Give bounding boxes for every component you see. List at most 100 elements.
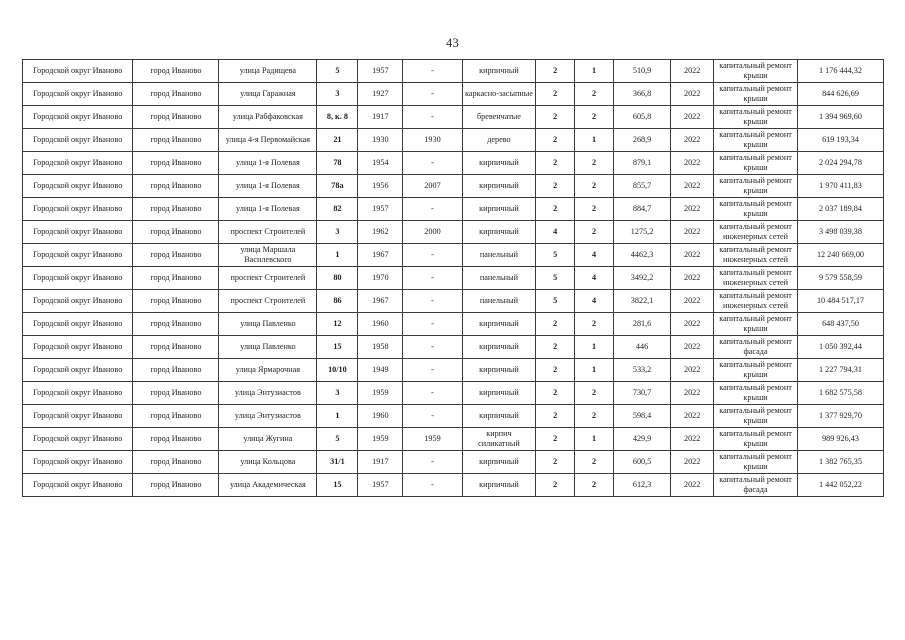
cell-floors: 2 [535, 174, 576, 198]
cell-area: 605,8 [612, 105, 672, 129]
cell-wall-material: панельный [461, 289, 537, 313]
cell-area: 612,3 [612, 473, 672, 497]
cell-work-type: капитальный ремонт крыши [713, 197, 798, 221]
cell-year-recon: 2000 [402, 220, 463, 244]
cell-year-recon: - [402, 381, 463, 405]
cell-work-type: капитальный ремонт крыши [713, 105, 798, 129]
cell-floors: 2 [535, 404, 576, 428]
table-row: Городской округ Иваново город Иваново улиц… [21, 473, 885, 497]
cell-work-type: капитальный ремонт крыши [713, 358, 798, 382]
cell-wall-material: кирпичный [461, 335, 537, 359]
cell-city: город Иваново [132, 358, 220, 382]
cell-year-built: 1957 [357, 473, 404, 497]
cell-work-type: капитальный ремонт крыши [713, 59, 798, 83]
cell-city: город Иваново [132, 473, 220, 497]
cell-work-type: капитальный ремонт инженерных сетей [713, 220, 798, 244]
cell-area: 4462,3 [612, 243, 672, 267]
cell-entrances: 2 [574, 404, 614, 428]
registry-table-body: Городской округ Иваново город Иваново улиц… [21, 59, 885, 497]
cell-cost: 1 227 794,31 [796, 358, 885, 382]
table-row: Городской округ Иваново город Иваново улиц… [21, 427, 885, 451]
cell-repair-year: 2022 [670, 381, 715, 405]
cell-entrances: 4 [574, 289, 614, 313]
cell-area: 268,9 [612, 128, 672, 152]
cell-area: 598,4 [612, 404, 672, 428]
cell-repair-year: 2022 [670, 82, 715, 106]
cell-cost: 1 682 575,58 [796, 381, 885, 405]
cell-okrug: Городской округ Иваново [21, 312, 134, 336]
cell-city: город Иваново [132, 427, 220, 451]
cell-area: 533,2 [612, 358, 672, 382]
cell-year-built: 1959 [357, 381, 404, 405]
cell-area: 446 [612, 335, 672, 359]
cell-entrances: 2 [574, 82, 614, 106]
cell-city: город Иваново [132, 197, 220, 221]
cell-year-built: 1960 [357, 404, 404, 428]
cell-repair-year: 2022 [670, 335, 715, 359]
cell-wall-material: кирпич силикатный [461, 427, 537, 451]
cell-okrug: Городской округ Иваново [21, 358, 134, 382]
cell-entrances: 2 [574, 381, 614, 405]
cell-floors: 2 [535, 335, 576, 359]
cell-floors: 2 [535, 197, 576, 221]
table-row: Городской округ Иваново город Иваново улиц… [21, 151, 885, 175]
table-row: Городской округ Иваново город Иваново улиц… [21, 82, 885, 106]
cell-work-type: капитальный ремонт крыши [713, 404, 798, 428]
cell-city: город Иваново [132, 128, 220, 152]
cell-entrances: 1 [574, 335, 614, 359]
cell-wall-material: панельный [461, 243, 537, 267]
cell-area: 730,7 [612, 381, 672, 405]
cell-cost: 3 498 039,38 [796, 220, 885, 244]
cell-cost: 844 626,69 [796, 82, 885, 106]
cell-street: улица 1-я Полевая [218, 174, 318, 198]
table-row: Городской округ Иваново город Иваново улиц… [21, 312, 885, 336]
cell-year-recon: 2007 [402, 174, 463, 198]
cell-repair-year: 2022 [670, 427, 715, 451]
cell-city: город Иваново [132, 266, 220, 290]
cell-house: 3 [316, 381, 359, 405]
cell-repair-year: 2022 [670, 450, 715, 474]
cell-house: 8, к. 8 [316, 105, 359, 129]
cell-floors: 2 [535, 105, 576, 129]
cell-year-built: 1957 [357, 59, 404, 83]
cell-entrances: 4 [574, 266, 614, 290]
cell-city: город Иваново [132, 289, 220, 313]
cell-okrug: Городской округ Иваново [21, 151, 134, 175]
cell-year-built: 1967 [357, 289, 404, 313]
cell-year-recon: - [402, 243, 463, 267]
cell-year-recon: - [402, 59, 463, 83]
cell-wall-material: дерево [461, 128, 537, 152]
cell-floors: 2 [535, 128, 576, 152]
cell-street: улица 1-я Полевая [218, 197, 318, 221]
cell-area: 281,6 [612, 312, 672, 336]
cell-floors: 2 [535, 312, 576, 336]
cell-okrug: Городской округ Иваново [21, 404, 134, 428]
cell-work-type: капитальный ремонт крыши [713, 312, 798, 336]
cell-wall-material: кирпичный [461, 473, 537, 497]
table-row: Городской округ Иваново город Иваново улиц… [21, 197, 885, 221]
cell-wall-material: бревенчатые [461, 105, 537, 129]
cell-entrances: 2 [574, 197, 614, 221]
cell-city: город Иваново [132, 151, 220, 175]
cell-work-type: капитальный ремонт крыши [713, 174, 798, 198]
cell-street: улица Кольцова [218, 450, 318, 474]
cell-work-type: капитальный ремонт крыши [713, 450, 798, 474]
cell-year-recon: - [402, 105, 463, 129]
cell-house: 31/1 [316, 450, 359, 474]
cell-okrug: Городской округ Иваново [21, 174, 134, 198]
cell-street: улица Гаражная [218, 82, 318, 106]
cell-year-recon: - [402, 335, 463, 359]
registry-table: Городской округ Иваново город Иваново улиц… [21, 59, 885, 497]
cell-house: 86 [316, 289, 359, 313]
cell-repair-year: 2022 [670, 243, 715, 267]
cell-wall-material: кирпичный [461, 197, 537, 221]
cell-okrug: Городской округ Иваново [21, 59, 134, 83]
table-row: Городской округ Иваново город Иваново улиц… [21, 174, 885, 198]
cell-work-type: капитальный ремонт инженерных сетей [713, 243, 798, 267]
cell-repair-year: 2022 [670, 473, 715, 497]
cell-okrug: Городской округ Иваново [21, 197, 134, 221]
cell-area: 879,1 [612, 151, 672, 175]
cell-floors: 5 [535, 243, 576, 267]
cell-street: улица Академическая [218, 473, 318, 497]
